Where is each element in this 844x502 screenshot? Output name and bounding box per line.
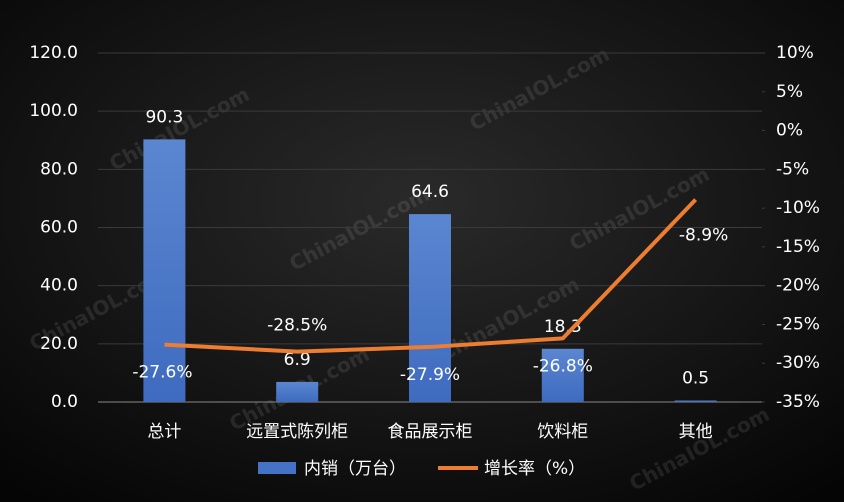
x-tick-label: 食品展示柜: [388, 422, 473, 442]
bar-value-label: 64.6: [411, 182, 449, 202]
bar: [409, 214, 451, 402]
y2-tick-label: 5%: [776, 82, 803, 102]
bar-value-label: 0.5: [682, 369, 709, 389]
bar-value-label: 18.3: [544, 317, 582, 337]
y-tick-label: 60.0: [40, 218, 78, 238]
bar-value-label: 6.9: [284, 350, 311, 370]
legend-swatch: [258, 462, 296, 474]
x-tick-label: 饮料柜: [537, 422, 588, 442]
y2-tick-label: -20%: [776, 276, 820, 296]
bar-value-label: 90.3: [145, 107, 183, 127]
x-tick-label: 远置式陈列柜: [246, 422, 348, 442]
y-tick-label: 120.0: [29, 43, 78, 63]
y-tick-label: 80.0: [40, 159, 78, 179]
x-tick-label: 总计: [147, 422, 181, 442]
line: [164, 198, 698, 354]
y2-tick-label: 0%: [776, 121, 803, 141]
y-tick-label: 20.0: [40, 334, 78, 354]
y2-tick-label: -35%: [776, 392, 820, 412]
line-value-label: -27.9%: [400, 365, 460, 385]
legend-label: 内销（万台）: [304, 459, 406, 479]
y2-tick-label: -10%: [776, 198, 820, 218]
y2-tick-label: 10%: [776, 43, 814, 63]
y2-tick-label: -15%: [776, 237, 820, 257]
bar: [541, 348, 584, 402]
bar: [276, 381, 319, 402]
x-tick-label: 其他: [679, 422, 713, 442]
y2-tick-label: -30%: [776, 353, 820, 373]
line-value-label: -8.9%: [679, 226, 728, 246]
legend-label: 增长率（%）: [484, 459, 585, 479]
y-tick-label: 40.0: [40, 276, 78, 296]
y-tick-label: 100.0: [29, 101, 78, 121]
y2-tick-label: -25%: [776, 314, 820, 334]
y2-tick-label: -5%: [776, 159, 809, 179]
bar: [143, 139, 186, 402]
bar: [674, 400, 717, 402]
line-value-label: -28.5%: [267, 316, 327, 336]
line-value-label: -26.8%: [533, 356, 593, 376]
y-tick-label: 0.0: [51, 392, 78, 412]
line-value-label: -27.6%: [132, 363, 192, 383]
